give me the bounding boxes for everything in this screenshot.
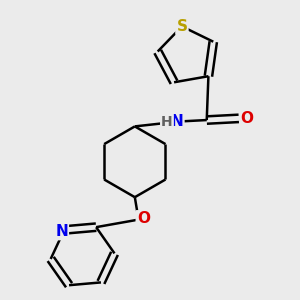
- Text: O: O: [137, 211, 150, 226]
- Text: N: N: [171, 114, 183, 129]
- Text: H: H: [161, 115, 173, 129]
- Text: O: O: [241, 111, 254, 126]
- Text: N: N: [55, 224, 68, 239]
- Text: S: S: [176, 19, 188, 34]
